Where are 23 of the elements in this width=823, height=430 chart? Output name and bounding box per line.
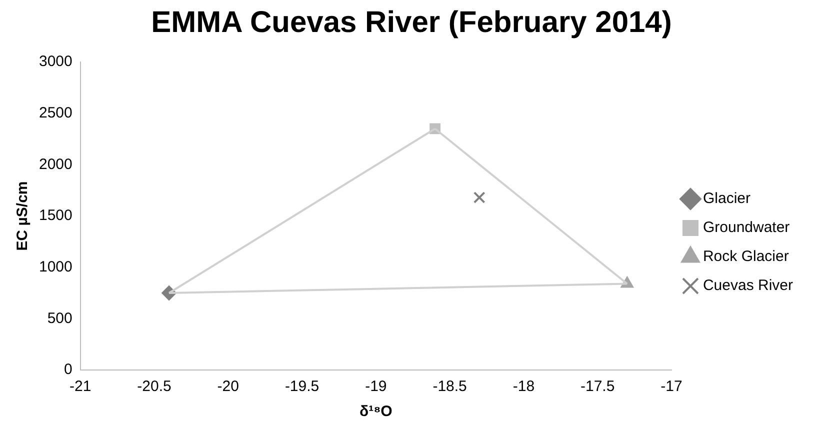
x-tick-label: -20	[217, 378, 239, 396]
x-tick-label: -17	[660, 378, 682, 396]
x-tick-label: -21	[70, 378, 92, 396]
legend-label: Groundwater	[702, 219, 790, 236]
y-tick-label: 2500	[38, 104, 72, 122]
y-tick-label: 2000	[38, 156, 72, 173]
x-axis-title: δ¹⁸O	[359, 403, 393, 420]
legend-label: Rock Glacier	[702, 248, 789, 266]
x-tick-label: -18	[512, 378, 535, 396]
x-tick-label: -18.5	[432, 378, 467, 396]
x-tick-label: -19.5	[284, 378, 320, 396]
y-tick-label: 500	[47, 310, 72, 327]
y-tick-label: 0	[64, 361, 72, 378]
y-tick-label: 1000	[38, 258, 72, 276]
chart-title: EMMA Cuevas River (February 2014)	[150, 6, 673, 40]
x-tick-label: -20.5	[137, 378, 172, 396]
y-axis-title: EC µS/cm	[14, 181, 32, 251]
x-tick-label: -19	[365, 378, 387, 396]
y-tick-label: 1500	[38, 207, 72, 224]
y-tick-label: 3000	[38, 53, 72, 70]
legend-label: Glacier	[702, 190, 750, 208]
x-tick-label: -17.5	[580, 378, 615, 396]
legend-label: Cuevas River	[702, 277, 794, 294]
